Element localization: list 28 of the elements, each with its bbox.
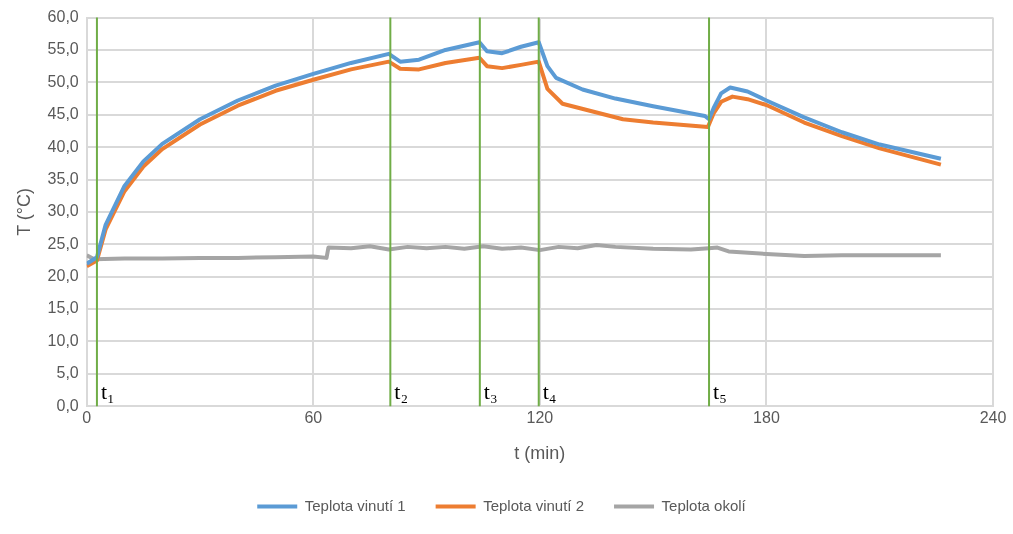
- y-tick-label: 5,0: [56, 364, 79, 382]
- ref-line-label: t₅: [713, 378, 727, 404]
- y-tick-label: 50,0: [47, 72, 79, 90]
- y-axis-title: T (°C): [13, 187, 34, 236]
- ref-line-label: t₄: [542, 378, 557, 404]
- x-tick-label: 120: [526, 409, 554, 427]
- ref-line-label: t₁: [100, 378, 115, 404]
- legend-label: Teplota okolí: [661, 496, 747, 514]
- y-tick-label: 25,0: [47, 234, 79, 252]
- y-tick-label: 20,0: [47, 267, 79, 285]
- y-tick-label: 30,0: [47, 202, 79, 220]
- x-axis-title: t (min): [514, 443, 566, 464]
- ref-line-label: t₃: [483, 378, 498, 404]
- x-tick-label: 60: [304, 409, 323, 427]
- x-tick-label: 180: [753, 409, 780, 427]
- y-tick-label: 45,0: [47, 105, 79, 123]
- y-tick-label: 60,0: [47, 8, 79, 26]
- x-tick-label: 240: [979, 409, 1007, 427]
- y-tick-label: 55,0: [47, 40, 79, 58]
- y-tick-label: 40,0: [47, 137, 79, 155]
- y-tick-label: 35,0: [47, 169, 79, 187]
- y-tick-label: 0,0: [56, 396, 79, 414]
- legend-label: Teplota vinutí 1: [304, 496, 406, 514]
- y-tick-label: 15,0: [47, 299, 79, 317]
- ref-line-label: t₂: [394, 378, 409, 404]
- legend-label: Teplota vinutí 2: [483, 496, 585, 514]
- y-tick-label: 10,0: [47, 331, 79, 349]
- x-tick-label: 0: [82, 409, 92, 427]
